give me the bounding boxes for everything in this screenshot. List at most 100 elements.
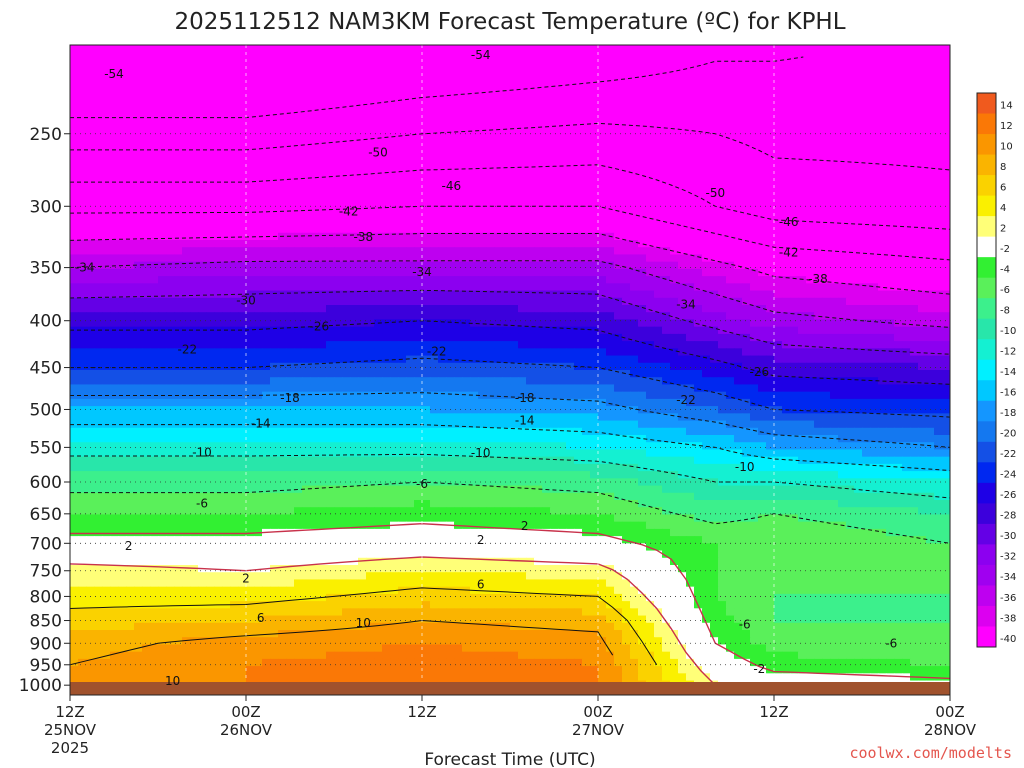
temperature-cell	[518, 211, 527, 219]
temperature-cell	[654, 362, 663, 371]
temperature-cell	[750, 102, 759, 111]
temperature-cell	[318, 102, 327, 111]
temperature-cell	[446, 211, 455, 219]
temperature-cell	[230, 341, 239, 349]
temperature-cell	[118, 189, 127, 198]
temperature-cell	[310, 305, 319, 313]
temperature-cell	[526, 73, 535, 82]
temperature-cell	[558, 261, 567, 270]
temperature-cell	[110, 110, 119, 118]
temperature-cell	[766, 189, 775, 198]
temperature-cell	[486, 362, 495, 371]
temperature-cell	[566, 305, 575, 313]
temperature-cell	[478, 110, 487, 118]
temperature-cell	[438, 131, 447, 140]
temperature-cell	[614, 117, 623, 126]
temperature-cell	[414, 362, 423, 371]
temperature-cell	[374, 290, 383, 299]
temperature-cell	[830, 232, 839, 241]
temperature-cell	[310, 297, 319, 306]
temperature-cell	[902, 124, 911, 133]
temperature-cell	[718, 95, 727, 104]
temperature-cell	[606, 117, 615, 126]
temperature-cell	[478, 355, 487, 364]
temperature-cell	[870, 203, 879, 212]
temperature-cell	[406, 341, 415, 349]
temperature-cell	[526, 326, 535, 335]
temperature-cell	[814, 182, 823, 191]
temperature-cell	[566, 189, 575, 198]
temperature-cell	[846, 167, 855, 176]
temperature-cell	[422, 189, 431, 198]
temperature-cell	[390, 362, 399, 371]
temperature-cell	[942, 102, 950, 111]
temperature-cell	[438, 102, 447, 111]
temperature-cell	[702, 153, 711, 162]
temperature-cell	[934, 240, 943, 248]
temperature-cell	[318, 73, 327, 82]
temperature-cell	[318, 290, 327, 299]
temperature-cell	[806, 117, 815, 126]
temperature-cell	[558, 131, 567, 140]
temperature-cell	[942, 305, 950, 313]
temperature-cell	[166, 175, 175, 183]
temperature-cell	[310, 81, 319, 89]
temperature-cell	[382, 297, 391, 306]
temperature-cell	[318, 254, 327, 263]
temperature-cell	[638, 88, 647, 97]
temperature-cell	[622, 225, 631, 234]
temperature-cell	[622, 160, 631, 169]
temperature-cell	[486, 66, 495, 75]
temperature-cell	[710, 254, 719, 263]
temperature-cell	[886, 362, 895, 371]
temperature-cell	[326, 124, 335, 133]
temperature-cell	[502, 355, 511, 364]
temperature-cell	[646, 138, 655, 147]
temperature-cell	[806, 355, 815, 364]
temperature-cell	[926, 167, 935, 176]
temperature-cell	[414, 175, 423, 183]
temperature-cell	[486, 341, 495, 349]
temperature-cell	[374, 73, 383, 82]
temperature-cell	[550, 52, 559, 61]
temperature-cell	[870, 225, 879, 234]
temperature-cell	[350, 283, 359, 292]
temperature-cell	[374, 167, 383, 176]
temperature-cell	[494, 102, 503, 111]
temperature-cell	[494, 175, 503, 183]
temperature-cell	[334, 153, 343, 162]
temperature-cell	[246, 88, 255, 97]
temperature-cell	[614, 297, 623, 306]
temperature-cell	[158, 160, 167, 169]
temperature-cell	[422, 59, 431, 68]
temperature-cell	[438, 218, 447, 227]
temperature-cell	[150, 312, 159, 321]
temperature-cell	[790, 95, 799, 104]
temperature-cell	[134, 297, 143, 306]
temperature-cell	[630, 225, 639, 234]
temperature-cell	[358, 45, 367, 53]
temperature-cell	[174, 124, 183, 133]
temperature-cell	[374, 333, 383, 342]
temperature-cell	[902, 59, 911, 68]
temperature-cell	[78, 59, 87, 68]
temperature-cell	[622, 319, 631, 328]
temperature-cell	[374, 254, 383, 263]
temperature-cell	[766, 153, 775, 162]
temperature-cell	[326, 232, 335, 241]
temperature-cell	[502, 276, 511, 284]
temperature-cell	[606, 59, 615, 68]
temperature-cell	[702, 305, 711, 313]
temperature-cell	[78, 117, 87, 126]
temperature-cell	[606, 218, 615, 227]
temperature-cell	[302, 66, 311, 75]
temperature-cell	[686, 326, 695, 335]
temperature-cell	[494, 326, 503, 335]
temperature-cell	[662, 333, 671, 342]
temperature-cell	[342, 362, 351, 371]
temperature-cell	[694, 196, 703, 205]
temperature-cell	[518, 81, 527, 89]
temperature-cell	[342, 297, 351, 306]
temperature-cell	[710, 312, 719, 321]
temperature-cell	[886, 232, 895, 241]
